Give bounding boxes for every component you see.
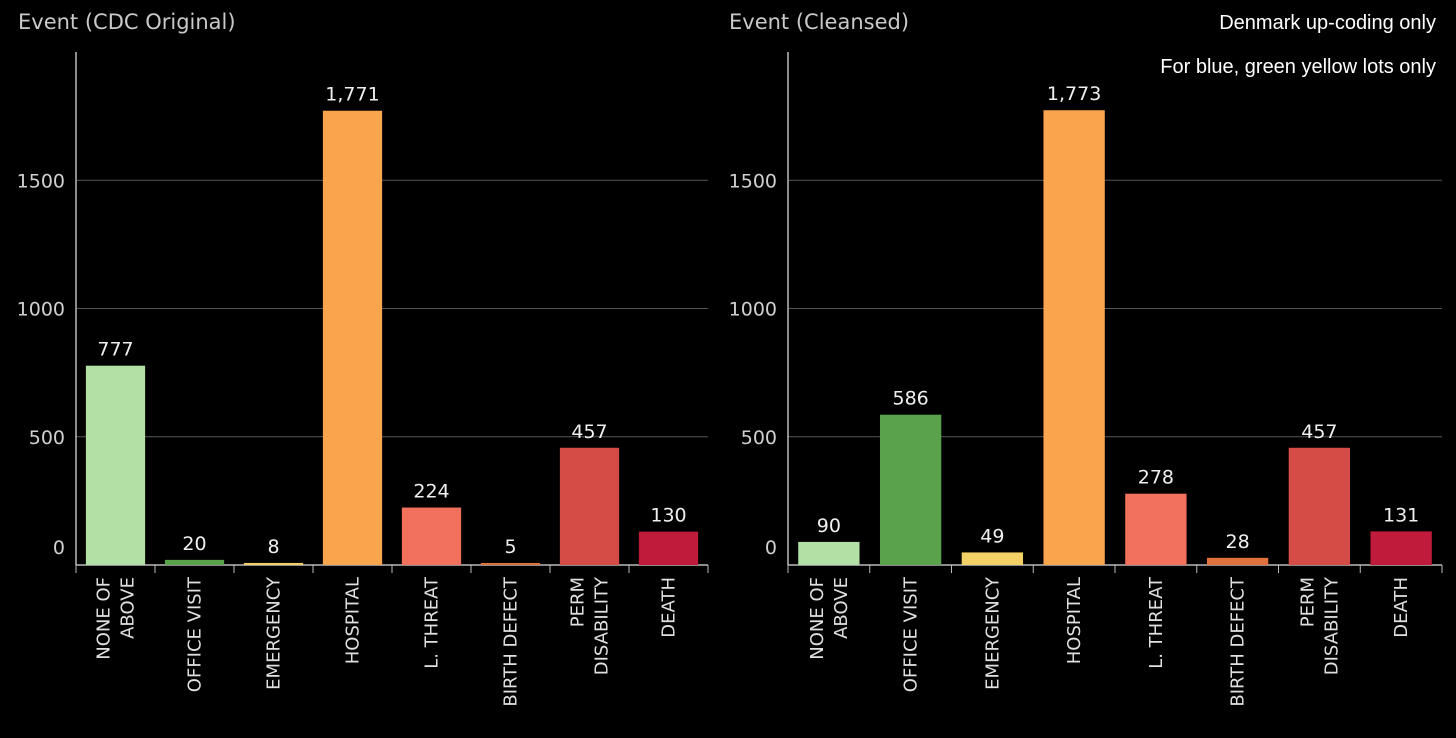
x-category-label-line: EMERGENCY [264,576,285,690]
bar-5 [1125,493,1187,565]
x-category-label-6: BIRTH DEFECT [501,576,522,707]
x-category-label-line: HOSPITAL [1064,577,1085,664]
x-category-label-line: BIRTH DEFECT [501,576,522,707]
y-tick-label-0: 0 [765,537,777,559]
data-label-5: 278 [1138,467,1174,489]
bar-3 [961,552,1024,565]
x-category-label-line: DISABILITY [592,576,613,675]
x-category-label-7: PERM DISABILITY [568,576,613,675]
x-category-label-8: DEATH [659,577,680,638]
annotation-line-2: For blue, green yellow lots only [1160,56,1436,78]
bar-7 [1288,447,1351,565]
x-category-label-line: NONE OF [807,577,828,660]
y-tick-label-1000: 1000 [17,299,65,321]
x-category-label-line: L. THREAT [422,576,443,669]
x-category-label-4: HOSPITAL [343,577,364,664]
data-label-7: 457 [1301,421,1337,443]
bar-6 [1206,557,1269,565]
data-label-4: 1,773 [1047,83,1101,105]
y-tick-label-500: 500 [29,427,65,449]
bar-1 [798,541,860,565]
y-tick-label-1500: 1500 [17,170,65,192]
x-category-label-line: NONE OF [94,577,115,660]
bar-2 [879,414,942,565]
chart-title: Event (Cleansed) [729,10,909,34]
data-label-8: 131 [1383,504,1419,526]
data-label-3: 8 [267,536,279,558]
x-category-label-line: PERM [568,577,589,627]
bar-8 [1370,531,1432,565]
x-category-label-line: ABOVE [118,577,139,639]
x-category-label-6: BIRTH DEFECT [1228,576,1249,707]
bar-5 [401,507,462,565]
data-label-2: 586 [892,388,928,410]
y-tick-label-1500: 1500 [729,170,777,192]
bar-8 [638,531,699,565]
x-category-label-4: HOSPITAL [1064,577,1085,664]
x-category-label-7: PERM DISABILITY [1297,576,1342,675]
x-category-label-1: NONE OF ABOVE [94,577,139,660]
y-tick-label-0: 0 [53,537,65,559]
x-category-label-line: PERM [1297,577,1318,627]
x-category-label-line: HOSPITAL [343,577,364,664]
data-label-5: 224 [413,481,449,503]
bar-6 [480,563,541,565]
x-category-label-line: EMERGENCY [982,576,1003,690]
x-category-label-3: EMERGENCY [982,576,1003,690]
x-category-label-1: NONE OF ABOVE [807,577,852,660]
x-category-label-2: OFFICE VISIT [185,576,206,692]
data-label-1: 777 [97,339,133,361]
data-label-6: 28 [1226,531,1250,553]
x-category-label-line: DEATH [1391,577,1412,638]
x-category-label-line: DEATH [659,577,680,638]
chart-panel-1: Event (CDC Original) 0 500 1000 1500 777 NONE … [17,10,709,707]
x-category-label-3: EMERGENCY [264,576,285,690]
data-label-6: 5 [504,536,516,558]
bar-3 [243,562,304,565]
bar-7 [559,447,620,565]
x-category-label-line: L. THREAT [1146,576,1167,669]
x-category-label-5: L. THREAT [1146,576,1167,669]
x-category-label-8: DEATH [1391,577,1412,638]
bar-1 [85,365,146,565]
chart-title: Event (CDC Original) [18,10,236,34]
bar-2 [164,559,225,565]
bar-4 [1043,110,1105,566]
x-category-label-line: BIRTH DEFECT [1228,576,1249,707]
bar-4 [322,110,383,566]
x-category-label-line: DISABILITY [1321,576,1342,675]
x-category-label-5: L. THREAT [422,576,443,669]
data-label-2: 20 [182,533,206,555]
y-tick-label-1000: 1000 [729,299,777,321]
data-label-8: 130 [650,505,686,527]
data-label-4: 1,771 [325,84,379,106]
x-category-label-line: ABOVE [831,577,852,639]
chart-panel-2: Event (Cleansed) 0 500 1000 1500 90 NONE OF ABO… [729,10,1443,707]
data-label-3: 49 [980,525,1004,547]
data-label-1: 90 [817,515,841,537]
annotation-line-1: Denmark up-coding only [1219,12,1436,34]
x-category-label-line: OFFICE VISIT [185,576,206,692]
x-category-label-2: OFFICE VISIT [901,576,922,692]
y-tick-label-500: 500 [741,427,777,449]
x-category-label-line: OFFICE VISIT [901,576,922,692]
data-label-7: 457 [571,421,607,443]
